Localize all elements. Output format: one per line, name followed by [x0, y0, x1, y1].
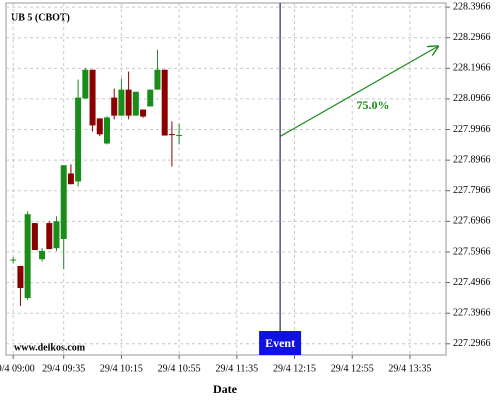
x-tick-label: 29/4 12:55	[331, 363, 374, 374]
candle-body	[17, 265, 24, 288]
candle-body	[96, 118, 103, 135]
x-tick-label: 29/4 11:35	[215, 363, 258, 374]
candle-body	[140, 109, 147, 117]
x-tick-label: 29/4 13:35	[388, 363, 431, 374]
x-tick-label: 29/4 10:15	[100, 363, 143, 374]
candle-body	[60, 165, 67, 239]
x-tick-label: 29/4 12:15	[273, 363, 316, 374]
y-tick-label: 227.8966	[453, 154, 491, 165]
candle-body	[31, 223, 38, 251]
candle-body	[147, 89, 154, 107]
candle-body	[111, 97, 118, 116]
candle-body	[75, 97, 82, 182]
forecast-arrow	[279, 46, 439, 137]
y-tick-label: 228.3966	[453, 1, 491, 12]
candle-body	[89, 69, 96, 126]
source: www.delkos.com	[14, 342, 86, 353]
y-tick-label: 227.3966	[453, 307, 491, 318]
y-tick-label: 227.7966	[453, 185, 491, 196]
y-tick-label: 227.6966	[453, 216, 491, 227]
chart-title: UB 5 (CBOT)	[11, 12, 70, 23]
y-tick-label: 227.4966	[453, 277, 491, 288]
candle-body	[154, 69, 161, 90]
candle-body	[24, 214, 31, 299]
x-tick-label: 29/4 10:55	[158, 363, 201, 374]
candle-body	[46, 223, 53, 250]
x-axis-label: Date	[213, 382, 238, 396]
candle-body	[103, 117, 110, 144]
candle-body	[161, 69, 168, 136]
y-tick-label: 227.5966	[453, 246, 491, 257]
candle-body	[82, 69, 89, 99]
event-label: Event	[265, 336, 295, 350]
event-box	[259, 331, 302, 355]
candle-body	[67, 173, 74, 185]
forecast-label: 75.0%	[357, 98, 390, 112]
y-tick-label: 228.0966	[453, 93, 491, 104]
candle-body	[118, 89, 125, 116]
x-tick-label: 29/4 09:00	[0, 363, 35, 374]
candle-body	[132, 91, 139, 116]
y-tick-label: 228.2966	[453, 32, 491, 43]
candle-body	[125, 89, 132, 116]
x-tick-label: 29/4 09:35	[42, 363, 85, 374]
y-tick-label: 227.9966	[453, 124, 491, 135]
y-tick-label: 228.1966	[453, 63, 491, 74]
candle-body	[53, 221, 60, 249]
y-tick-label: 227.2966	[453, 338, 491, 349]
candle-body	[39, 250, 46, 260]
